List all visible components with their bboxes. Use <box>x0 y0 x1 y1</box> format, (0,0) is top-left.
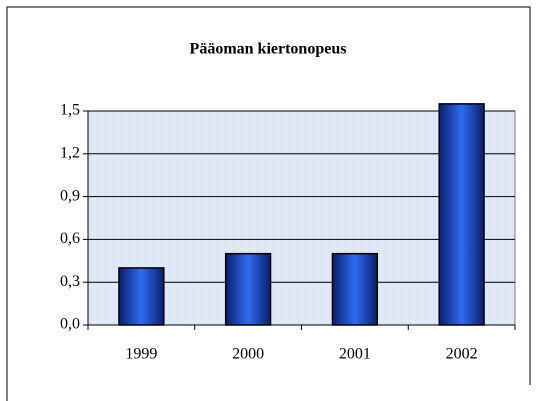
bar <box>438 103 485 326</box>
x-tick-label: 2000 <box>232 346 264 363</box>
y-tick-label: 0,9 <box>60 187 80 204</box>
bar <box>331 252 379 326</box>
y-tick-label: 0,6 <box>60 230 80 247</box>
frame <box>6 6 531 401</box>
y-tick-label: 0,0 <box>60 316 80 333</box>
y-tick-label: 1,5 <box>60 102 80 119</box>
x-tick-label: 2002 <box>446 346 478 363</box>
chart-title: Pääoman kiertonopeus <box>190 41 347 58</box>
bar <box>118 267 165 326</box>
x-tick-label: 1999 <box>125 346 157 363</box>
x-tick-label: 2001 <box>339 346 371 363</box>
y-tick-label: 0,3 <box>60 273 80 290</box>
bar <box>224 252 272 326</box>
y-tick-label: 1,2 <box>60 144 80 161</box>
